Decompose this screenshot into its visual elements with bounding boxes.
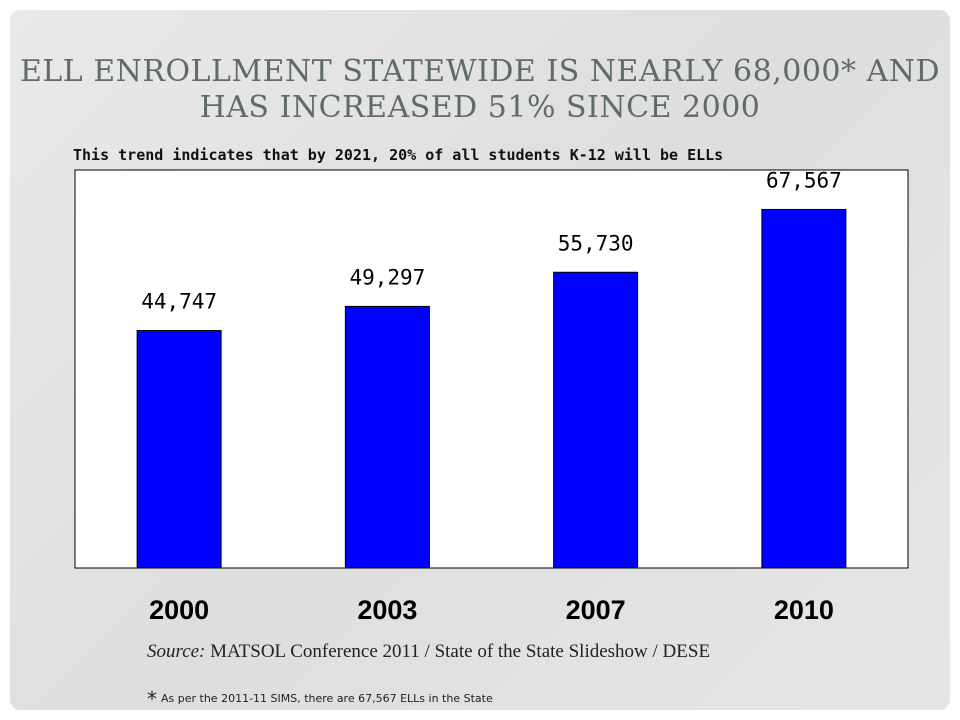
category-label-2000: 2000 — [149, 595, 209, 625]
value-label-2003: 49,297 — [349, 265, 425, 289]
category-label-2003: 2003 — [357, 595, 417, 625]
footnote-asterisk: * — [147, 687, 157, 710]
bar-2003 — [344, 305, 430, 569]
category-labels-group: 2000 2003 2007 2010 — [149, 595, 834, 625]
bar-2007 — [553, 271, 639, 569]
value-label-2000: 44,747 — [141, 290, 217, 314]
category-label-2007: 2007 — [566, 595, 626, 625]
source-label: Source: — [147, 641, 206, 662]
value-labels-group: 44,747 49,297 55,730 67,567 — [141, 168, 842, 313]
footnote-text: As per the 2011-11 SIMS, there are 67,56… — [161, 692, 493, 705]
bar-2010 — [761, 208, 847, 569]
value-label-2010: 67,567 — [766, 168, 842, 192]
source-text: MATSOL Conference 2011 / State of the St… — [210, 641, 711, 662]
slide-subtitle: This trend indicates that by 2021, 20% o… — [73, 146, 724, 164]
bar-2000 — [136, 330, 222, 569]
footnote: * As per the 2011-11 SIMS, there are 67,5… — [147, 687, 493, 710]
slide-title: ELL Enrollment statewide is nearly 68,00… — [19, 54, 941, 125]
source-citation: Source: MATSOL Conference 2011 / State o… — [147, 640, 747, 663]
bars-group — [136, 208, 847, 569]
value-label-2007: 55,730 — [558, 231, 634, 255]
category-label-2010: 2010 — [774, 595, 834, 625]
